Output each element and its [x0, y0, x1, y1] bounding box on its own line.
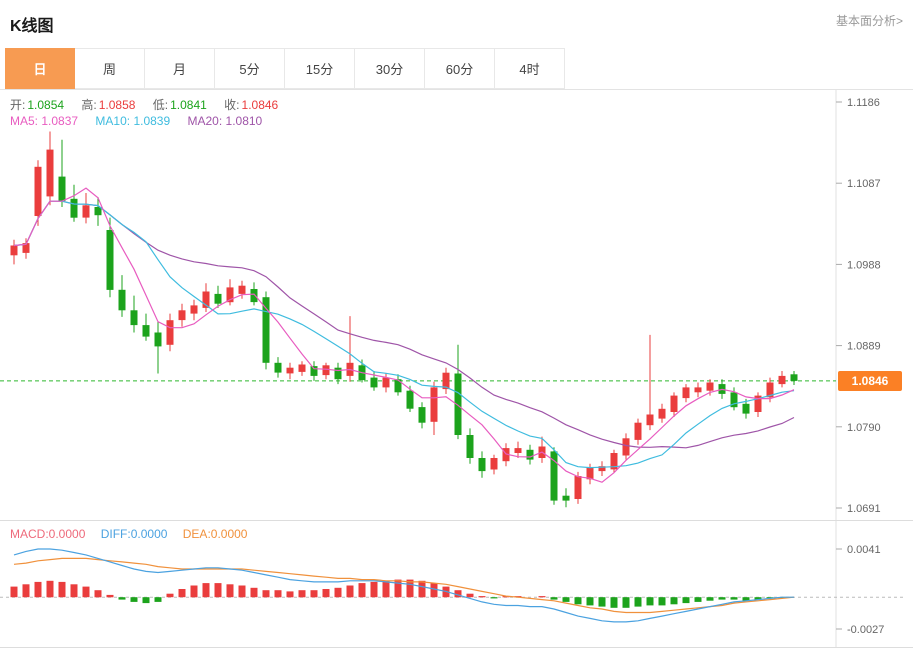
tab-30min[interactable]: 30分 — [355, 48, 425, 89]
svg-text:1.0691: 1.0691 — [847, 503, 881, 515]
dea-value: DEA:0.0000 — [182, 527, 248, 541]
ma-legend: MA5: 1.0837 MA10: 1.0839 MA20: 1.0810 — [10, 114, 276, 128]
svg-text:1.0790: 1.0790 — [847, 422, 881, 434]
ohlc-open-value: 1.0854 — [27, 98, 65, 112]
tab-4hour[interactable]: 4时 — [495, 48, 565, 89]
svg-text:1.0889: 1.0889 — [847, 341, 881, 353]
svg-text:1.0988: 1.0988 — [847, 259, 881, 271]
ohlc-legend: 开: 1.0854 高: 1.0858 低: 1.0841 收: 1.0846 — [10, 96, 292, 113]
ma10-legend: MA10: 1.0839 — [95, 114, 171, 128]
macd-panel[interactable]: 0.0041 -0.0027 MACD:0.0000 DIFF:0.0000 DE… — [0, 520, 913, 648]
tab-60min[interactable]: 60分 — [425, 48, 495, 89]
candlestick-chart-canvas[interactable]: 1.1186 1.1087 1.0988 1.0889 1.0790 1.0691 — [0, 90, 913, 520]
ohlc-high: 高: 1.0858 — [81, 98, 136, 112]
tab-day[interactable]: 日 — [5, 48, 75, 89]
svg-text:1.1186: 1.1186 — [847, 97, 880, 109]
macd-chart-canvas[interactable]: 0.0041 -0.0027 — [0, 521, 913, 647]
macd-value: MACD:0.0000 — [10, 527, 86, 541]
svg-text:1.1087: 1.1087 — [847, 178, 881, 190]
ohlc-close-value: 1.0846 — [241, 98, 279, 112]
page-header: K线图 基本面分析> — [0, 0, 913, 48]
svg-text:0.0041: 0.0041 — [847, 544, 881, 556]
ohlc-open: 开: 1.0854 — [10, 98, 65, 112]
ohlc-high-value: 1.0858 — [98, 98, 136, 112]
fundamental-analysis-link[interactable]: 基本面分析> — [835, 14, 903, 28]
current-price-badge: 1.0846 — [838, 370, 902, 391]
tab-5min[interactable]: 5分 — [215, 48, 285, 89]
ohlc-low: 低: 1.0841 — [152, 98, 207, 112]
tab-week[interactable]: 周 — [75, 48, 145, 89]
candlestick-chart-panel[interactable]: 1.1186 1.1087 1.0988 1.0889 1.0790 1.0691 开: 1… — [0, 90, 913, 520]
page-title: K线图 — [10, 18, 54, 35]
ohlc-low-value: 1.0841 — [170, 98, 207, 112]
svg-text:-0.0027: -0.0027 — [847, 624, 884, 636]
macd-legend: MACD:0.0000 DIFF:0.0000 DEA:0.0000 — [10, 527, 259, 541]
ma5-legend: MA5: 1.0837 — [10, 114, 79, 128]
diff-value: DIFF:0.0000 — [100, 527, 168, 541]
tab-15min[interactable]: 15分 — [285, 48, 355, 89]
ohlc-close: 收: 1.0846 — [224, 98, 279, 112]
tab-month[interactable]: 月 — [145, 48, 215, 89]
ma20-legend: MA20: 1.0810 — [187, 114, 263, 128]
timeframe-tabbar: 日 周 月 5分 15分 30分 60分 4时 — [0, 48, 913, 90]
